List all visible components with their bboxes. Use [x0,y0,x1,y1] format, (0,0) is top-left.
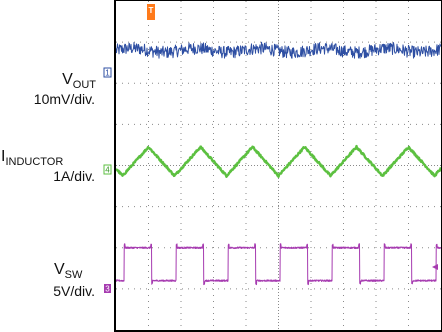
channel-label-vout: VOUT 10mV/div. [34,71,96,107]
vout-name-sub: OUT [73,79,97,91]
channel-3-marker-icon: 3 [104,284,111,294]
svg-text:VSW: VSW [54,261,83,281]
channel-3-number: 3 [105,285,110,294]
trace-sw [115,243,442,286]
plot-frame [114,0,442,332]
trigger-marker-icon: T [147,4,155,20]
channel-label-inductor: IINDUCTOR 1A/div. [1,148,95,184]
trace-vout [115,41,442,59]
sw-scale: 5V/div. [53,283,95,299]
channel-1-number: 1 [105,69,110,78]
trigger-label: T [149,6,154,15]
vout-name-main: V [62,71,73,88]
svg-text:IINDUCTOR: IINDUCTOR [1,148,63,168]
graticule [116,1,441,330]
inductor-name-main: I [1,148,5,165]
sw-name-sub: SW [65,269,83,281]
sw-name-main: V [54,261,65,278]
channel-label-sw: VSW 5V/div. [53,261,95,299]
trigger-level-arrow-icon [432,264,438,270]
channel-1-marker-icon: 1 [103,67,112,78]
inductor-scale: 1A/div. [53,168,95,184]
svg-text:VOUT: VOUT [62,71,96,91]
inductor-name-sub: INDUCTOR [5,156,63,168]
vout-scale: 10mV/div. [34,91,95,107]
trace-inductor [115,144,442,178]
channel-4-marker-icon: 4 [103,164,112,175]
channel-4-number: 4 [105,166,110,175]
waveform-traces [115,41,442,286]
